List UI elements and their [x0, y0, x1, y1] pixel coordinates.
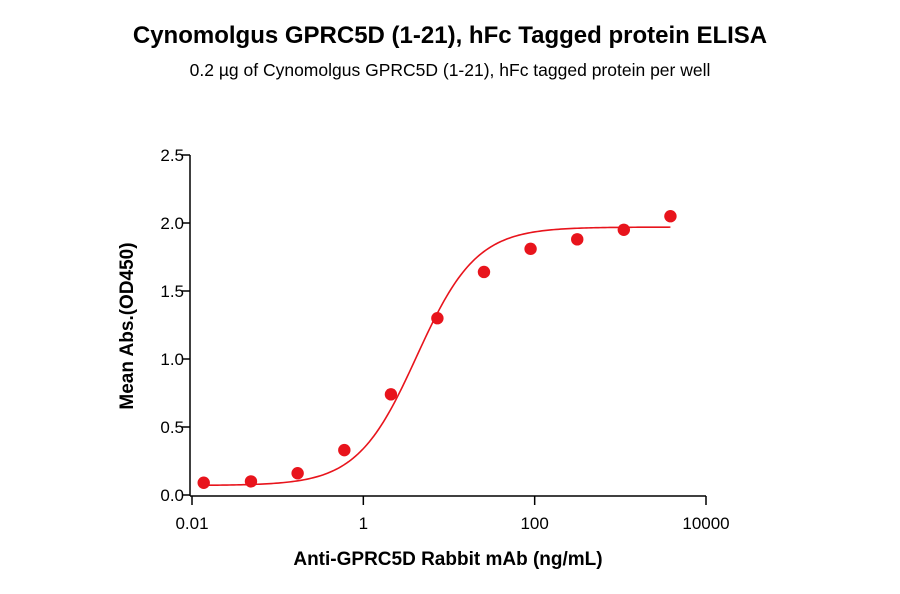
- y-tick-label: 0.5: [160, 418, 184, 437]
- data-point: [244, 475, 258, 488]
- data-point: [664, 210, 677, 223]
- chart-subtitle: 0.2 µg of Cynomolgus GPRC5D (1-21), hFc …: [189, 60, 711, 80]
- y-tick-label: 2.0: [160, 214, 184, 233]
- data-points-layer: [197, 210, 677, 489]
- y-tick-label: 2.5: [160, 146, 184, 165]
- data-point: [571, 233, 584, 246]
- data-point: [197, 476, 210, 489]
- data-point: [524, 242, 537, 256]
- fit-curve: [203, 226, 671, 487]
- x-axis-title: Anti-GPRC5D Rabbit mAb (ng/mL): [293, 549, 602, 570]
- x-tick-label: 100: [520, 514, 548, 533]
- data-point: [431, 312, 444, 325]
- data-point: [477, 265, 491, 279]
- fit-curve-layer: [203, 226, 671, 487]
- data-point: [291, 467, 304, 480]
- x-tick-label: 1: [359, 514, 368, 533]
- x-tick-label: 10000: [682, 514, 729, 533]
- y-tick-label: 1.0: [160, 350, 184, 369]
- axes: 0.0 0.5 1.0 1.5 2.0 2.5 0.01 1 100 10000: [160, 146, 729, 533]
- x-tick-label: 0.01: [175, 514, 208, 533]
- chart-title: Cynomolgus GPRC5D (1-21), hFc Tagged pro…: [132, 22, 768, 49]
- y-tick-label: 1.5: [160, 282, 184, 301]
- y-tick-label: 0.0: [160, 486, 184, 505]
- data-point: [384, 388, 398, 401]
- data-point: [338, 443, 351, 457]
- data-point: [617, 223, 631, 236]
- y-axis-title: Mean Abs.(OD450): [117, 242, 138, 409]
